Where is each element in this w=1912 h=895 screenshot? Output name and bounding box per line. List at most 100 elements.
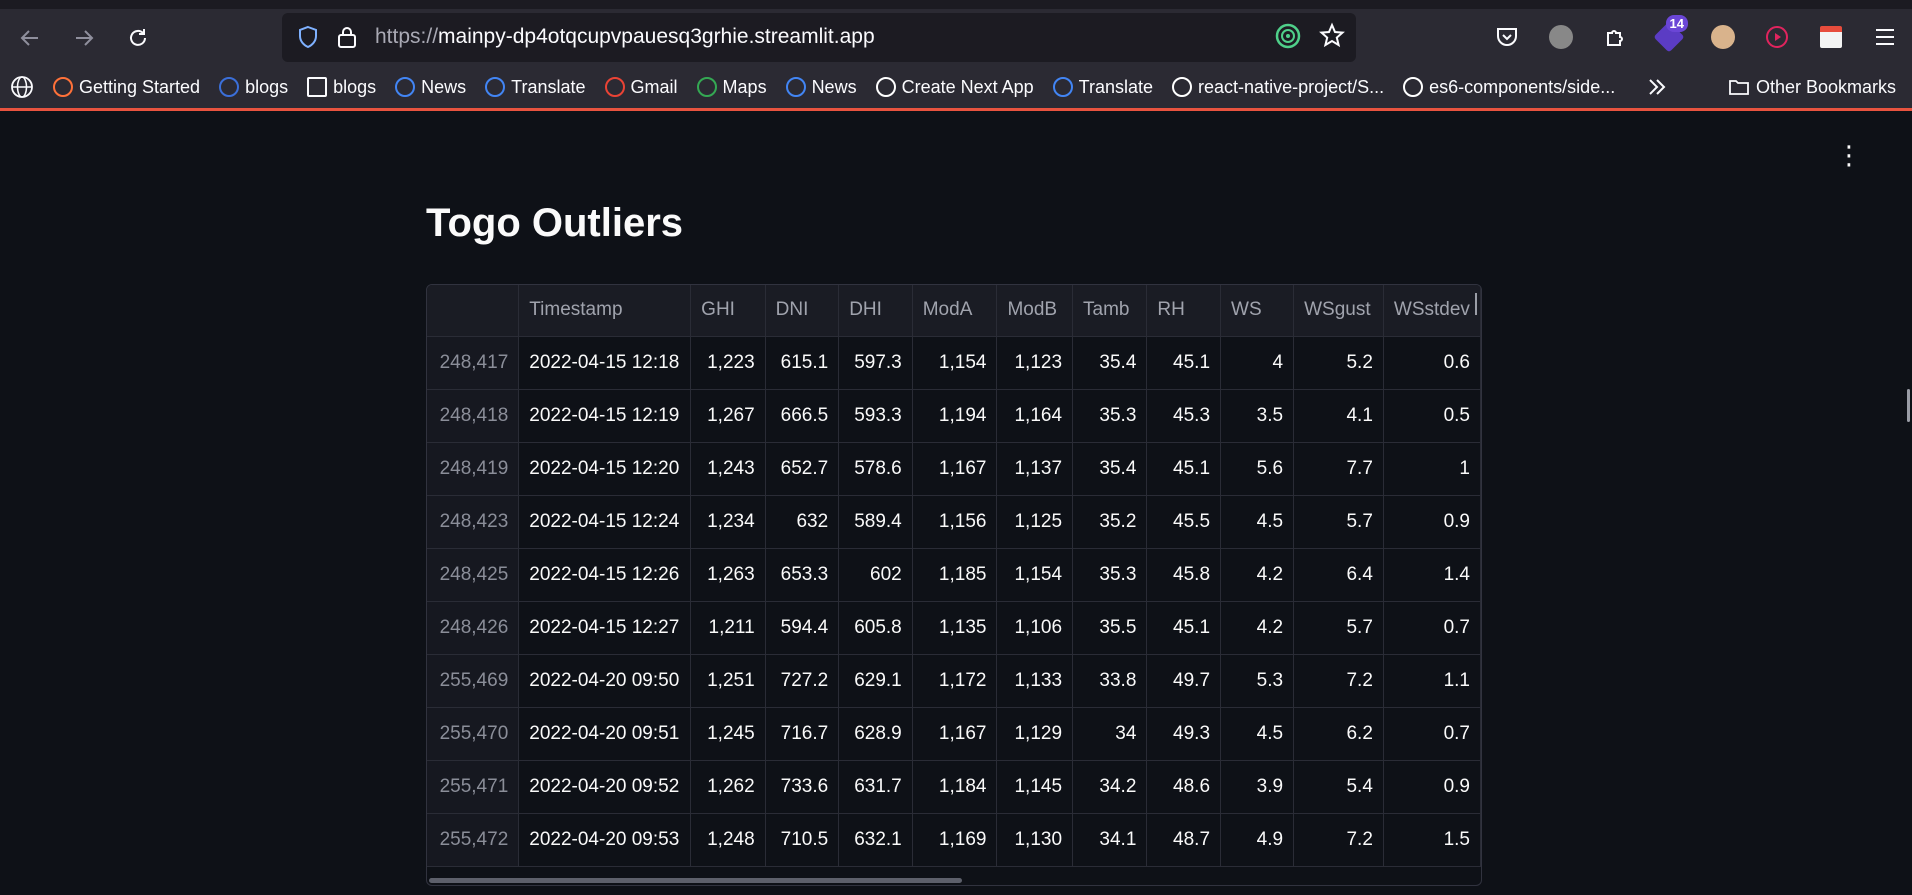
forward-button[interactable]	[64, 18, 104, 58]
table-row[interactable]: 255,469 2022-04-20 09:50 1,251 727.2 629.1 1,…	[427, 654, 1481, 708]
table-cell[interactable]: 1,135	[912, 601, 998, 655]
row-index-cell[interactable]: 255,469	[427, 654, 520, 708]
index-column-header[interactable]	[427, 285, 520, 337]
table-cell[interactable]: 1,164	[996, 389, 1074, 443]
table-row[interactable]: 248,419 2022-04-15 12:20 1,243 652.7 578.6 1,…	[427, 442, 1481, 496]
table-cell[interactable]: 5.6	[1220, 442, 1295, 496]
table-cell[interactable]: 48.7	[1146, 813, 1222, 867]
bookmark-item[interactable]: blogs	[307, 77, 376, 98]
row-index-cell[interactable]: 248,419	[427, 442, 520, 496]
bookmark-item[interactable]: Getting Started	[53, 77, 200, 98]
table-cell[interactable]: 5.2	[1293, 336, 1384, 390]
table-cell[interactable]: 5.4	[1293, 760, 1384, 814]
column-header[interactable]: GHI	[690, 285, 766, 337]
table-cell[interactable]: 716.7	[765, 707, 840, 761]
table-cell[interactable]: 1,145	[996, 760, 1074, 814]
bookmark-item[interactable]: Gmail	[604, 77, 678, 98]
table-cell[interactable]: 5.3	[1220, 654, 1295, 708]
table-cell[interactable]: 5.7	[1293, 495, 1384, 549]
table-cell[interactable]: 48.6	[1146, 760, 1222, 814]
table-cell[interactable]: 653.3	[765, 548, 840, 602]
table-row[interactable]: 248,417 2022-04-15 12:18 1,223 615.1 597.3 1,…	[427, 336, 1481, 390]
table-cell[interactable]: 0.6	[1383, 336, 1481, 390]
other-bookmarks[interactable]: Other Bookmarks	[1728, 77, 1896, 98]
table-cell[interactable]: 4.2	[1220, 548, 1295, 602]
column-header[interactable]: Timestamp	[518, 285, 692, 337]
table-cell[interactable]: 2022-04-15 12:27	[518, 601, 692, 655]
table-cell[interactable]: 578.6	[838, 442, 913, 496]
table-cell[interactable]: 49.7	[1146, 654, 1222, 708]
table-cell[interactable]: 594.4	[765, 601, 840, 655]
table-cell[interactable]: 0.7	[1383, 707, 1481, 761]
table-cell[interactable]: 1,234	[690, 495, 766, 549]
row-index-cell[interactable]: 248,425	[427, 548, 520, 602]
bookmark-item[interactable]: Maps	[696, 77, 767, 98]
table-row[interactable]: 248,425 2022-04-15 12:26 1,263 653.3 602 1,18…	[427, 548, 1481, 602]
table-cell[interactable]: 1,251	[690, 654, 766, 708]
table-cell[interactable]: 4.2	[1220, 601, 1295, 655]
table-cell[interactable]: 7.2	[1293, 813, 1384, 867]
table-cell[interactable]: 1.5	[1383, 813, 1481, 867]
table-cell[interactable]: 1,172	[912, 654, 998, 708]
table-cell[interactable]: 652.7	[765, 442, 840, 496]
extension-badge-button[interactable]: 14	[1642, 15, 1696, 59]
table-cell[interactable]: 1,263	[690, 548, 766, 602]
table-cell[interactable]: 1,137	[996, 442, 1074, 496]
lock-icon[interactable]	[336, 25, 358, 49]
table-cell[interactable]: 45.5	[1146, 495, 1222, 549]
table-row[interactable]: 255,470 2022-04-20 09:51 1,245 716.7 628.9 1,…	[427, 707, 1481, 761]
table-cell[interactable]: 6.2	[1293, 707, 1384, 761]
table-cell[interactable]: 666.5	[765, 389, 840, 443]
table-row[interactable]: 248,426 2022-04-15 12:27 1,211 594.4 605.8 1,…	[427, 601, 1481, 655]
table-cell[interactable]: 628.9	[838, 707, 913, 761]
column-header[interactable]: Tamb	[1072, 285, 1148, 337]
bookmark-star-icon[interactable]	[1318, 21, 1346, 51]
row-index-cell[interactable]: 248,423	[427, 495, 520, 549]
table-cell[interactable]: 4.5	[1220, 495, 1295, 549]
table-cell[interactable]: 1,167	[912, 442, 998, 496]
table-cell[interactable]: 2022-04-20 09:50	[518, 654, 692, 708]
bookmark-item[interactable]: es6-components/side...	[1403, 77, 1615, 98]
table-cell[interactable]: 632.1	[838, 813, 913, 867]
table-cell[interactable]: 45.8	[1146, 548, 1222, 602]
table-cell[interactable]: 35.5	[1072, 601, 1148, 655]
table-cell[interactable]: 3.9	[1220, 760, 1295, 814]
table-cell[interactable]: 7.2	[1293, 654, 1384, 708]
table-cell[interactable]: 0.5	[1383, 389, 1481, 443]
table-cell[interactable]: 2022-04-20 09:53	[518, 813, 692, 867]
column-header[interactable]: DHI	[838, 285, 913, 337]
column-header[interactable]: RH	[1146, 285, 1222, 337]
table-cell[interactable]: 35.4	[1072, 442, 1148, 496]
outliers-dataframe[interactable]: Timestamp GHI DNI DHI ModA ModB Tamb RH WS WSgust…	[426, 284, 1482, 886]
table-cell[interactable]: 34	[1072, 707, 1148, 761]
back-button[interactable]	[10, 18, 50, 58]
pocket-button[interactable]	[1480, 15, 1534, 59]
table-cell[interactable]: 1.4	[1383, 548, 1481, 602]
table-cell[interactable]: 733.6	[765, 760, 840, 814]
glasses-extension-button[interactable]	[1696, 15, 1750, 59]
column-header[interactable]: WSstdev	[1383, 285, 1481, 337]
table-cell[interactable]: 593.3	[838, 389, 913, 443]
table-cell[interactable]: 1,169	[912, 813, 998, 867]
table-cell[interactable]: 1,243	[690, 442, 766, 496]
table-cell[interactable]: 45.1	[1146, 601, 1222, 655]
table-cell[interactable]: 2022-04-15 12:18	[518, 336, 692, 390]
table-cell[interactable]: 45.1	[1146, 442, 1222, 496]
table-cell[interactable]: 1,129	[996, 707, 1074, 761]
profile-avatar-button[interactable]	[1534, 15, 1588, 59]
table-cell[interactable]: 4	[1220, 336, 1295, 390]
table-cell[interactable]: 1,125	[996, 495, 1074, 549]
table-cell[interactable]: 35.4	[1072, 336, 1148, 390]
table-cell[interactable]: 7.7	[1293, 442, 1384, 496]
table-cell[interactable]: 35.3	[1072, 548, 1148, 602]
table-cell[interactable]: 34.2	[1072, 760, 1148, 814]
table-cell[interactable]: 1.1	[1383, 654, 1481, 708]
bookmark-item[interactable]: blogs	[219, 77, 288, 98]
row-index-cell[interactable]: 255,472	[427, 813, 520, 867]
page-scrollbar[interactable]	[1907, 389, 1910, 422]
table-cell[interactable]: 1,133	[996, 654, 1074, 708]
main-menu-button[interactable]: ⋮	[1836, 142, 1862, 168]
table-cell[interactable]: 4.9	[1220, 813, 1295, 867]
table-cell[interactable]: 589.4	[838, 495, 913, 549]
table-cell[interactable]: 34.1	[1072, 813, 1148, 867]
